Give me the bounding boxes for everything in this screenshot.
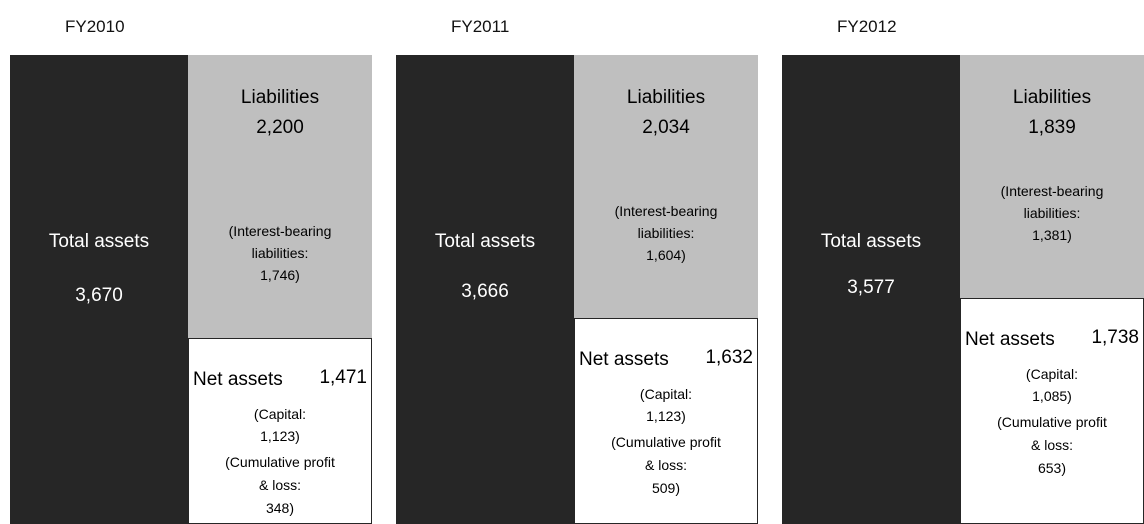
net-assets-label: Net assets (965, 329, 1055, 350)
cumulative-line: & loss: (644, 457, 687, 473)
panel-title: FY2010 (65, 17, 125, 36)
net-assets-box: Net assets 1,471 (Capital: 1,123) (Cumulativ… (188, 338, 372, 524)
cumulative-line: 348) (265, 500, 295, 516)
liabilities-value: 2,200 (256, 117, 304, 138)
cumulative-line: 653) (1037, 460, 1067, 476)
total-assets-value: 3,666 (461, 281, 509, 302)
liabilities-box: Liabilities 2,200 (Interest-bearing liabili… (188, 55, 372, 338)
interest-bearing-line: 1,381) (1032, 227, 1072, 243)
liabilities-label: Liabilities (240, 87, 320, 108)
total-assets-box: Total assets 3,670 (10, 55, 188, 524)
total-assets-box: Total assets 3,666 (396, 55, 574, 524)
cumulative-line: (Cumulative profit (997, 414, 1107, 430)
cumulative-line: & loss: (1030, 437, 1073, 453)
net-assets-value: 1,632 (705, 347, 753, 368)
total-assets-label: Total assets (820, 231, 922, 252)
total-assets-label: Total assets (48, 231, 150, 252)
liabilities-value: 1,839 (1028, 117, 1076, 138)
cumulative-line: (Cumulative profit (225, 454, 335, 470)
liabilities-box: Liabilities 1,839 (Interest-bearing liabili… (960, 55, 1144, 298)
interest-bearing-line: liabilities: (251, 245, 309, 261)
capital-line: 1,123) (646, 408, 686, 424)
total-assets-value: 3,670 (75, 285, 123, 306)
cumulative-line: 509) (651, 480, 681, 496)
total-assets-value: 3,577 (847, 277, 895, 298)
liabilities-label: Liabilities (1012, 87, 1092, 108)
panel-title: FY2011 (451, 17, 510, 36)
cumulative-line: (Cumulative profit (611, 434, 721, 450)
cumulative-line: & loss: (258, 477, 301, 493)
net-assets-label: Net assets (579, 349, 669, 370)
capital-line: (Capital: (253, 406, 307, 422)
total-assets-box: Total assets 3,577 (782, 55, 960, 524)
capital-line: (Capital: (1025, 366, 1079, 382)
interest-bearing-line: (Interest-bearing (1000, 183, 1104, 199)
interest-bearing-line: (Interest-bearing (614, 203, 718, 219)
capital-line: 1,085) (1032, 388, 1072, 404)
net-assets-label: Net assets (193, 369, 283, 390)
interest-bearing-line: (Interest-bearing (228, 223, 332, 239)
interest-bearing-line: liabilities: (1023, 205, 1081, 221)
net-assets-box: Net assets 1,738 (Capital: 1,085) (Cumulativ… (960, 298, 1144, 524)
net-assets-value: 1,738 (1091, 327, 1139, 348)
capital-line: (Capital: (639, 386, 693, 402)
capital-line: 1,123) (260, 428, 300, 444)
liabilities-value: 2,034 (642, 117, 690, 138)
interest-bearing-line: 1,604) (646, 247, 686, 263)
interest-bearing-line: 1,746) (260, 267, 300, 283)
net-assets-value: 1,471 (319, 367, 367, 388)
liabilities-box: Liabilities 2,034 (Interest-bearing liabili… (574, 55, 758, 318)
interest-bearing-line: liabilities: (637, 225, 695, 241)
total-assets-label: Total assets (434, 231, 536, 252)
liabilities-label: Liabilities (626, 87, 706, 108)
net-assets-box: Net assets 1,632 (Capital: 1,123) (Cumulativ… (574, 318, 758, 524)
panel-title: FY2012 (837, 17, 897, 36)
